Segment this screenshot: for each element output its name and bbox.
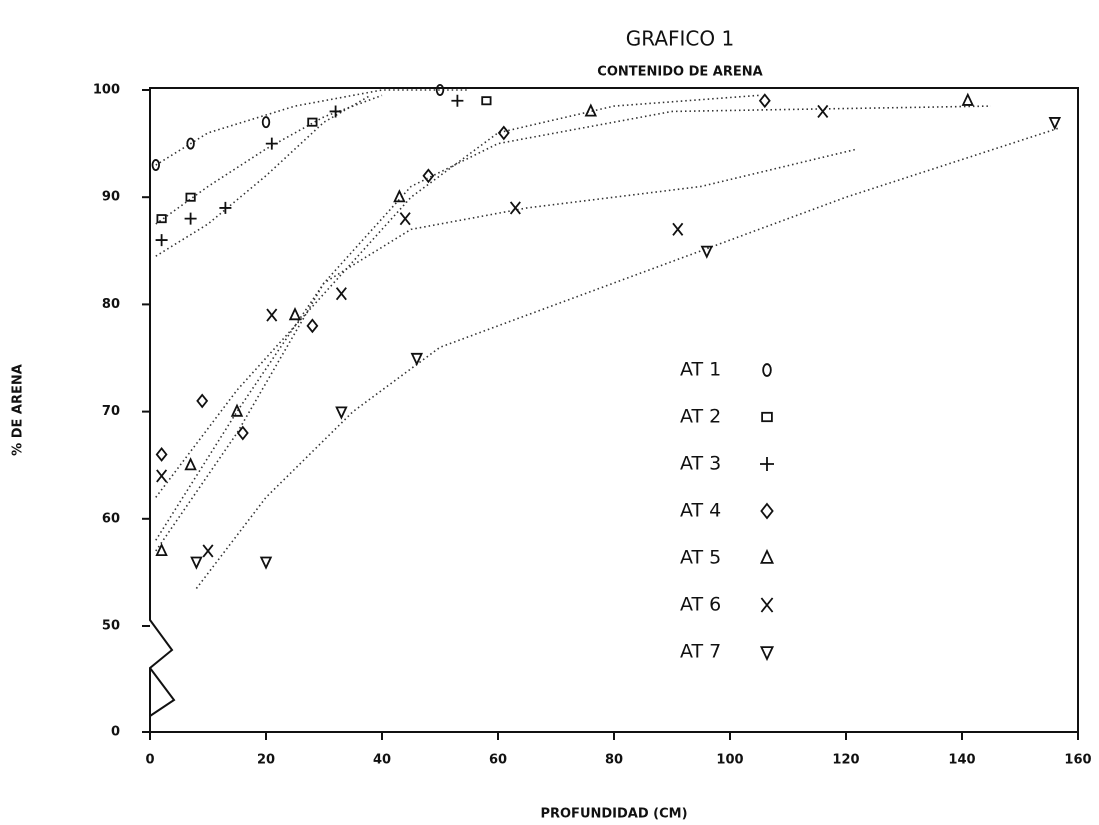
data-point [497,125,510,141]
data-point [156,214,167,224]
y-tick-label: 100 [93,83,120,98]
x-tick-label: 40 [373,753,391,768]
legend-marker [760,502,774,520]
data-point [265,137,278,150]
data-point [184,212,197,225]
data-point [288,307,302,321]
data-point [329,105,342,118]
data-point [1048,117,1062,131]
x-tick-label: 20 [257,753,275,768]
data-point [156,469,168,483]
trend-line [155,94,760,498]
chart-subtitle: CONTENIDO DE ARENA [597,65,762,80]
data-point [202,544,214,558]
data-point [230,403,244,417]
data-point [335,406,348,420]
legend-marker [759,548,775,564]
y-tick-label: 0 [111,725,120,740]
x-tick-label: 160 [1064,753,1091,768]
y-tick-label: 50 [102,619,120,634]
data-point [155,542,168,557]
y-tick-label: 70 [102,404,120,419]
data-point [410,352,424,367]
data-point [451,94,464,107]
trend-line [155,89,469,166]
legend-marker [761,411,773,423]
data-point [185,192,196,202]
data-point [155,447,168,462]
data-point [672,222,684,236]
data-point [435,84,445,97]
data-point [700,245,714,259]
plot-frame [149,87,1079,733]
legend-marker [760,457,774,471]
y-tick-label: 80 [102,297,120,312]
legend-label: AT 5 [680,547,721,569]
data-point [186,137,195,150]
legend-label: AT 2 [680,406,721,428]
axis-break [149,667,176,717]
trend-line [155,94,383,225]
data-point [307,117,318,127]
y-axis-label: % DE ARENA [11,364,26,456]
data-point [817,104,829,119]
data-point [306,318,319,334]
x-tick-label: 140 [948,753,975,768]
trend-line [155,105,992,552]
y-tick-label: 90 [102,190,120,205]
data-point [261,116,271,129]
data-point [399,212,411,226]
data-point [151,159,160,172]
data-point [335,287,347,301]
chart-title: GRAFICO 1 [626,27,734,51]
data-point [196,393,209,409]
data-point [236,425,249,441]
data-point [509,201,521,215]
data-point [393,189,406,203]
x-tick-label: 80 [605,753,623,768]
data-point [758,93,771,109]
legend-label: AT 3 [680,453,721,475]
legend-label: AT 4 [680,500,721,522]
trend-line [155,94,371,257]
data-point [481,96,492,106]
legend-label: AT 7 [680,641,721,663]
x-tick-label: 100 [716,753,743,768]
data-point [266,308,278,322]
legend-marker [759,646,775,662]
data-point [961,92,975,106]
data-point [584,103,598,117]
legend-label: AT 6 [680,594,721,616]
x-axis-label: PROFUNDIDAD (CM) [540,807,687,822]
trend-line [155,148,858,541]
y-tick-label: 60 [102,511,120,526]
trend-line [195,126,1061,589]
data-point [190,556,203,570]
x-tick-label: 60 [489,753,507,768]
data-point [219,201,232,214]
legend-marker [760,597,774,613]
data-point [259,556,273,570]
legend-label: AT 1 [680,359,721,381]
x-tick-label: 0 [145,753,154,768]
data-point [422,168,435,184]
data-point [155,234,168,247]
legend-marker [762,363,772,377]
data-point [184,457,197,471]
x-tick-label: 120 [832,753,859,768]
